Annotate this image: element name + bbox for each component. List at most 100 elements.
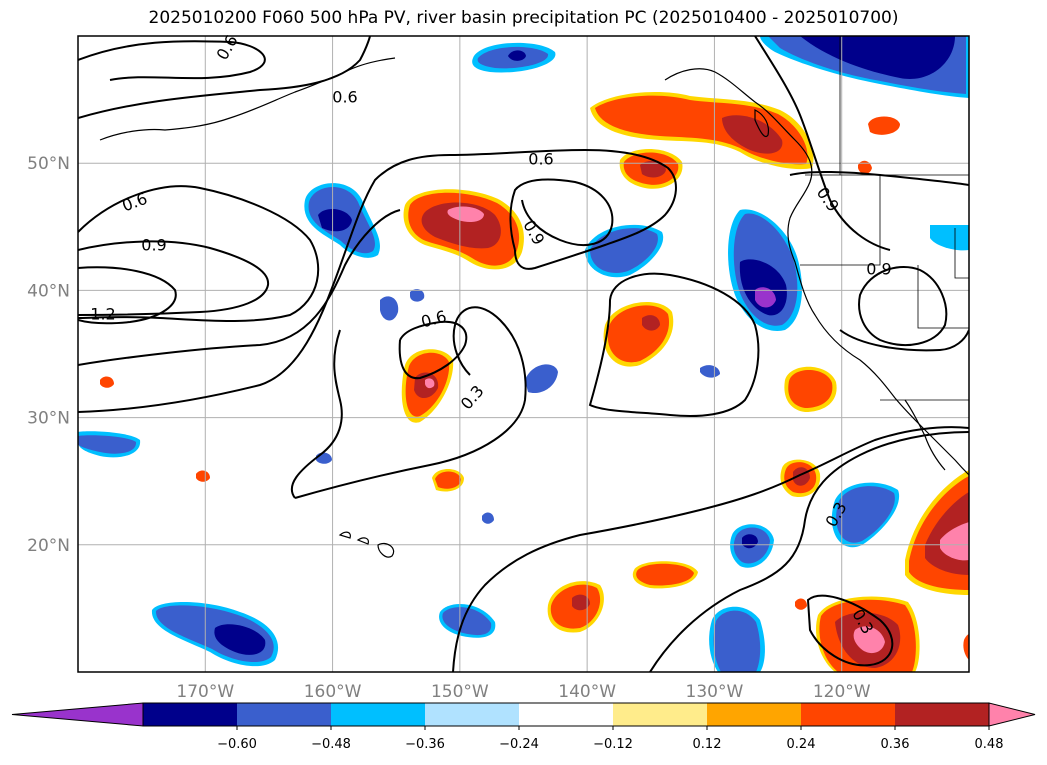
contour-value-label: 0.6 — [528, 150, 553, 169]
negative-anomaly-blob — [525, 364, 558, 394]
hawaii-island — [338, 531, 351, 539]
pv-contours — [78, 36, 969, 672]
negative-anomaly-blob — [410, 289, 425, 302]
lat-tick-label: 20°N — [27, 536, 70, 556]
pv-contour-line — [78, 148, 677, 413]
lon-tick-label: 120°W — [813, 682, 871, 702]
colorbar-tick-label: 0.36 — [881, 737, 910, 752]
north-america-west-coast — [664, 68, 969, 476]
hawaii-island — [377, 542, 395, 558]
baja-peninsula-coast — [904, 399, 946, 471]
positive-anomaly-blob — [905, 470, 969, 595]
colorbar-tick-label: 0.12 — [693, 737, 722, 752]
colorbar-segment — [425, 703, 519, 726]
colorbar-tick-label: −0.24 — [499, 737, 539, 752]
hawaii-island — [356, 537, 369, 545]
pv-contour-line — [509, 178, 614, 251]
positive-anomaly-blob — [100, 376, 114, 388]
colorbar-tick-label: 0.48 — [975, 737, 1004, 752]
contour-value-label: 0.6 — [332, 88, 357, 107]
negative-anomaly-blob — [930, 225, 969, 251]
colorbar-tick-label: −0.36 — [405, 737, 445, 752]
negative-anomaly-blob — [439, 603, 496, 638]
positive-anomaly-blob — [780, 459, 821, 498]
colorbar-frame — [142, 702, 990, 727]
colorbar-segment — [519, 703, 613, 726]
pv-contour-line — [649, 431, 969, 672]
lon-tick-label: 150°W — [431, 682, 489, 702]
pv-contour-line — [78, 36, 371, 119]
negative-anomaly-blob — [760, 36, 969, 98]
coastlines — [99, 57, 969, 558]
positive-anomaly-blob — [795, 598, 807, 610]
vancouver-island-coast — [754, 109, 770, 138]
pv-contour-line — [588, 272, 760, 418]
pv-contour-line — [78, 209, 401, 366]
pv-contour-line — [754, 36, 891, 251]
positive-anomaly-blob — [858, 116, 900, 174]
colorbar-segment — [613, 703, 707, 726]
map-gridlines — [78, 36, 969, 672]
negative-anomaly-blob — [151, 601, 279, 667]
colorbar-segment — [895, 703, 989, 726]
negative-anomaly-blob — [482, 512, 494, 524]
pv-contour-line — [290, 329, 343, 499]
pv-contour-line — [858, 266, 948, 346]
state-border — [954, 228, 969, 279]
positive-anomaly-blob — [815, 596, 920, 672]
negative-anomaly-blob — [380, 296, 399, 321]
colorbar-extend-low — [11, 702, 144, 727]
contour-value-label: 0.9 — [866, 260, 891, 279]
lat-tick-label: 30°N — [27, 409, 70, 429]
positive-anomaly-blob — [963, 634, 969, 660]
positive-anomaly-blob — [784, 366, 837, 412]
pv-contour-line — [452, 426, 969, 672]
colorbar: −0.60 −0.48 −0.36 −0.24 −0.12 0.12 0.24 0.36 0.4… — [11, 702, 1036, 752]
map-title: 2025010200 F060 500 hPa PV, river basin … — [148, 8, 899, 28]
negative-anomaly-blob — [78, 431, 141, 458]
map-background — [78, 36, 969, 672]
colorbar-tick-label: −0.12 — [593, 737, 633, 752]
negative-anomaly-blob — [709, 606, 765, 672]
alaska-aleutian-coast — [99, 57, 396, 141]
negative-anomaly-blob — [700, 365, 720, 378]
precip-shading — [78, 36, 969, 672]
colorbar-segment — [143, 703, 237, 726]
negative-anomaly-blob — [728, 209, 802, 331]
lat-tick-label: 50°N — [27, 154, 70, 174]
pv-contour-line — [78, 240, 270, 316]
positive-anomaly-blob — [547, 581, 604, 633]
positive-anomaly-blob — [401, 349, 454, 423]
pv-contour-line — [78, 266, 177, 325]
lon-tick-label: 160°W — [304, 682, 362, 702]
positive-anomaly-blob — [196, 470, 210, 482]
lon-tick-label: 170°W — [176, 682, 234, 702]
pv-contour-line — [398, 320, 468, 380]
colorbar-segment — [331, 703, 425, 726]
colorbar-segment — [801, 703, 895, 726]
axis-ticks: 50°N 40°N 30°N 20°N 170°W 160°W 150°W 140°W 130°… — [27, 154, 871, 702]
colorbar-tick-label: −0.60 — [217, 737, 257, 752]
negative-anomaly-blob — [472, 42, 556, 73]
state-border — [917, 265, 969, 329]
pv-contour-line — [78, 185, 320, 322]
lon-tick-label: 140°W — [558, 682, 616, 702]
positive-anomaly-blob — [619, 148, 683, 189]
colorbar-tick-label: 0.24 — [787, 737, 816, 752]
positive-anomaly-blob — [632, 561, 698, 589]
map-frame — [77, 35, 970, 673]
positive-anomaly-blob — [403, 189, 524, 270]
contour-value-label: 1.2 — [90, 305, 115, 324]
contour-value-label: 0.9 — [141, 236, 166, 255]
state-border — [800, 175, 881, 266]
positive-anomaly-blob — [432, 469, 464, 492]
borders — [800, 36, 969, 401]
colorbar-extend-high — [988, 702, 1036, 727]
pv-contour-line — [806, 594, 894, 667]
pv-contour-line — [294, 306, 527, 499]
negative-anomaly-blob — [831, 482, 900, 548]
lon-tick-label: 130°W — [686, 682, 744, 702]
pv-contour-line — [839, 329, 969, 352]
colorbar-tick-label: −0.48 — [311, 737, 351, 752]
